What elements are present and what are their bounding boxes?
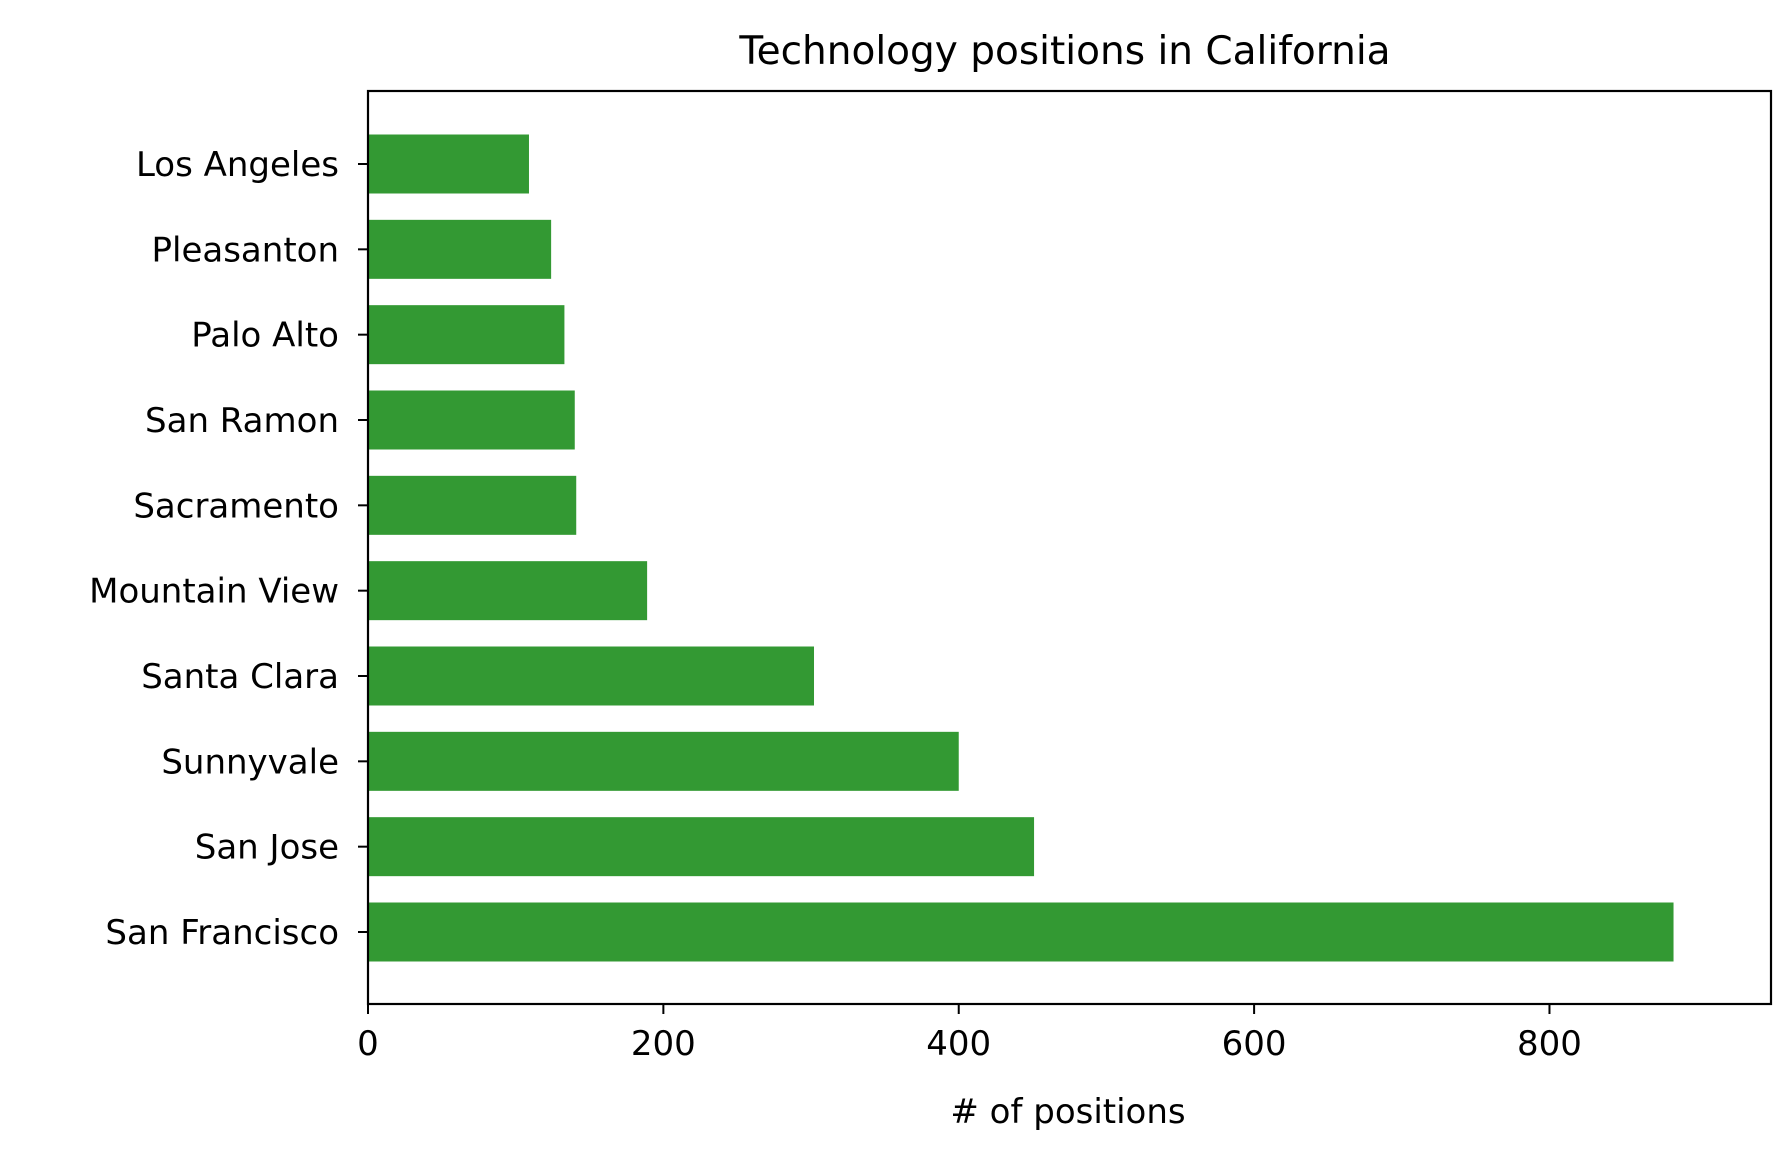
- bar-palo-alto: [368, 305, 565, 365]
- y-tick-label: San Ramon: [145, 401, 339, 441]
- bar-pleasanton: [368, 219, 552, 279]
- bar-santa-clara: [368, 646, 815, 706]
- plot-frame: [366, 89, 1773, 1006]
- x-axis-label: # of positions: [950, 1092, 1185, 1132]
- x-tick-label: 800: [1517, 1024, 1582, 1064]
- x-tick-label: 200: [631, 1024, 696, 1064]
- y-axis-ticks: San Francisco San Jose Sunnyvale Santa Clar…: [89, 145, 368, 953]
- bar-san-ramon: [368, 390, 575, 450]
- bar-sunnyvale: [368, 731, 959, 791]
- y-tick-label: Mountain View: [89, 572, 339, 612]
- bar-san-jose: [368, 817, 1035, 877]
- y-tick-label: Pleasanton: [152, 230, 339, 270]
- x-tick-label: 400: [926, 1024, 991, 1064]
- y-tick-label: Sacramento: [133, 486, 339, 526]
- x-axis-ticks: 0 200 400 600 800: [357, 1004, 1582, 1064]
- y-tick-label: Santa Clara: [141, 657, 339, 697]
- x-tick-label: 0: [357, 1024, 379, 1064]
- bar-mountain-view: [368, 561, 648, 621]
- y-tick-label: San Jose: [195, 828, 339, 868]
- bars-layer: [368, 134, 1674, 962]
- chart-title: Technology positions in California: [738, 29, 1390, 74]
- y-tick-label: San Francisco: [105, 913, 339, 953]
- bar-san-francisco: [368, 902, 1674, 962]
- bar-sacramento: [368, 475, 577, 535]
- y-tick-label: Los Angeles: [136, 145, 339, 185]
- bar-los-angeles: [368, 134, 529, 194]
- x-tick-label: 600: [1222, 1024, 1287, 1064]
- y-tick-label: Sunnyvale: [161, 742, 339, 782]
- y-tick-label: Palo Alto: [191, 316, 339, 356]
